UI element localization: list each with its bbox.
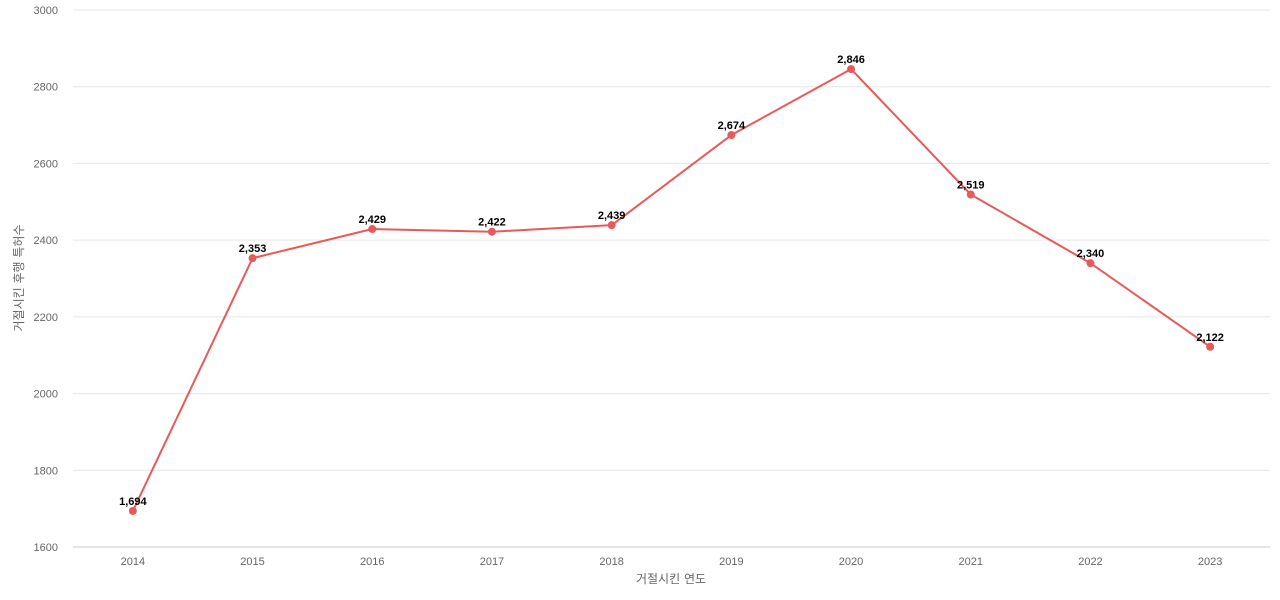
y-tick-label: 2800 [34, 82, 58, 94]
x-tick-label: 2018 [599, 556, 623, 568]
data-point [368, 225, 377, 234]
data-point [1086, 259, 1095, 268]
data-label: 2,439 [598, 210, 626, 222]
x-tick-label: 2016 [360, 556, 384, 568]
data-point [607, 221, 616, 230]
data-point [727, 131, 736, 140]
axis-layer: 1600 1800 2000 2200 2400 2600 2800 3000 2014 2015… [34, 5, 1270, 568]
data-point [1206, 342, 1215, 351]
x-tick-label: 2014 [121, 556, 145, 568]
y-axis-title: 거절시킨 후행 특허수 [11, 225, 26, 332]
label-layer: 1,694 2,353 2,429 2,422 2,439 2,674 2,846 2,519… [119, 54, 1224, 508]
y-tick-label: 2600 [34, 158, 58, 170]
x-tick-label: 2023 [1198, 556, 1222, 568]
data-label: 2,674 [718, 120, 746, 132]
y-tick-label: 2200 [34, 312, 58, 324]
data-label: 2,340 [1077, 248, 1105, 260]
data-label: 2,122 [1196, 332, 1224, 344]
data-point [847, 65, 856, 74]
x-tick-label: 2019 [719, 556, 743, 568]
x-axis-title: 거절시킨 연도 [636, 572, 706, 586]
x-tick-label: 2022 [1078, 556, 1102, 568]
x-tick-label: 2021 [959, 556, 983, 568]
x-tick-label: 2020 [839, 556, 863, 568]
y-tick-label: 2000 [34, 389, 58, 401]
data-point [248, 254, 257, 263]
y-tick-label: 3000 [34, 5, 58, 17]
y-tick-label: 1600 [34, 542, 58, 554]
y-tick-label: 1800 [34, 465, 58, 477]
data-label: 2,353 [239, 243, 267, 255]
data-point [128, 506, 137, 515]
x-tick-label: 2017 [480, 556, 504, 568]
data-label: 2,846 [837, 54, 865, 66]
y-tick-label: 2400 [34, 235, 58, 247]
data-label: 1,694 [119, 496, 147, 508]
data-label: 2,429 [358, 214, 386, 226]
data-point [966, 190, 975, 199]
data-point [487, 227, 496, 236]
series-line [131, 68, 1211, 512]
x-tick-label: 2015 [240, 556, 264, 568]
grid-layer [73, 9, 1270, 471]
data-label: 2,422 [478, 217, 506, 229]
series-layer [128, 65, 1215, 515]
data-label: 2,519 [957, 179, 985, 191]
